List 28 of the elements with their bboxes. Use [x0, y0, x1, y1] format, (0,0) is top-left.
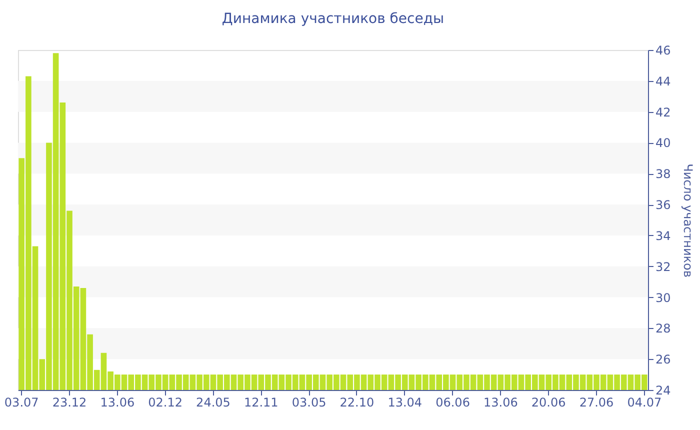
x-tick-label: 06.06: [436, 396, 470, 410]
x-tick-label: 12.11: [244, 396, 278, 410]
y-tick-label: 28: [656, 322, 671, 336]
y-tick-label: 36: [656, 198, 671, 212]
chart-title: Динамика участников беседы: [222, 11, 444, 27]
y-tick-label: 24: [656, 384, 671, 398]
x-tick-label: 03.07: [4, 396, 39, 410]
x-tick-label: 13.04: [388, 396, 422, 410]
y-tick-label: 44: [656, 74, 671, 88]
x-tick-label: 22.10: [340, 396, 374, 410]
y-tick-label: 30: [656, 290, 671, 305]
x-tick-label: 24.05: [196, 396, 230, 410]
x-tick-label: 04.07: [627, 396, 662, 410]
y-tick-label: 46: [656, 44, 671, 58]
y-axis-title: Число участников: [680, 164, 695, 278]
y-tick-label: 26: [656, 352, 671, 367]
y-tick-label: 42: [656, 105, 671, 120]
x-tick-label: 23.12: [52, 396, 87, 410]
y-tick-label: 32: [656, 260, 671, 274]
x-tick-label: 13.06: [100, 396, 135, 410]
x-tick-label: 20.06: [531, 396, 566, 410]
x-tick-label: 13.06: [484, 396, 518, 410]
x-tick-label: 02.12: [148, 396, 182, 410]
y-tick-label: 38: [656, 167, 671, 182]
x-tick-label: 27.06: [579, 396, 614, 410]
x-tick-label: 03.05: [292, 396, 326, 410]
y-tick-label: 34: [656, 228, 671, 243]
y-tick-label: 40: [656, 136, 671, 150]
